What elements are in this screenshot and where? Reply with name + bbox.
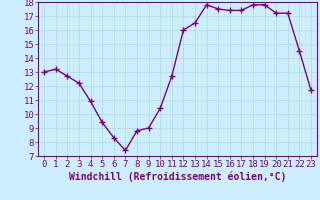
X-axis label: Windchill (Refroidissement éolien,°C): Windchill (Refroidissement éolien,°C) — [69, 172, 286, 182]
